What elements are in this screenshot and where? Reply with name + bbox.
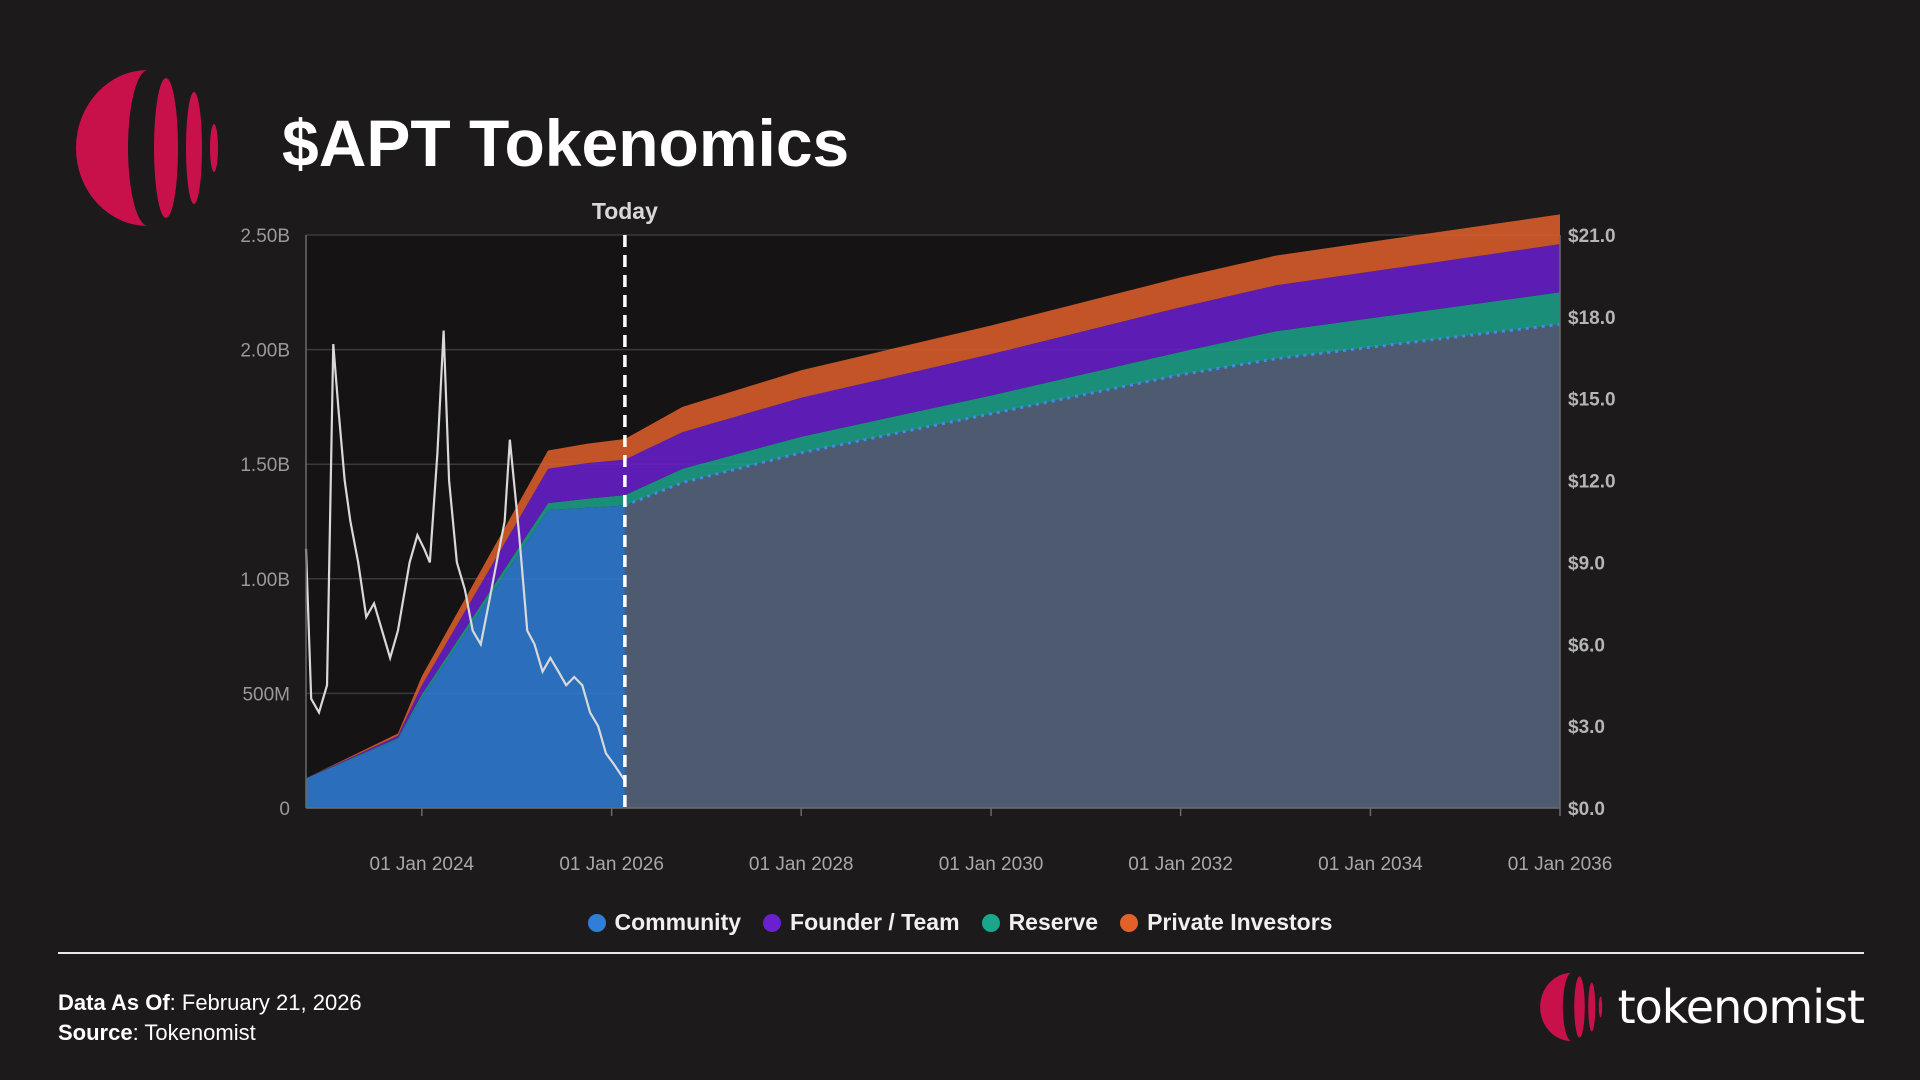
y-right-tick-label: $18.0 — [1568, 308, 1616, 329]
legend-item-founder-team: Founder / Team — [763, 909, 960, 936]
data-as-of: Data As Of: February 21, 2026 — [58, 988, 362, 1018]
tokenomics-chart: tokenomist0500M1.00B1.50B2.00B2.50B$0.0$… — [240, 198, 1616, 875]
legend-dot-private-investors — [1120, 913, 1139, 932]
y-left-tick-label: 1.50B — [240, 455, 290, 476]
source: Source: Tokenomist — [58, 1018, 362, 1048]
chart-svg: tokenomist0500M1.00B1.50B2.00B2.50B$0.0$… — [240, 198, 1616, 875]
y-left-tick-label: 2.00B — [240, 341, 290, 362]
data-as-of-value: : February 21, 2026 — [169, 990, 362, 1015]
page-title: $APT Tokenomics — [282, 106, 850, 180]
y-left-tick-label: 2.50B — [240, 226, 290, 247]
x-tick-label: 01 Jan 2026 — [559, 854, 664, 875]
y-left-tick-label: 1.00B — [240, 570, 290, 591]
x-tick-label: 01 Jan 2034 — [1318, 854, 1423, 875]
community-projection-line — [624, 322, 1561, 507]
legend-dot-reserve — [981, 913, 1000, 932]
source-value: : Tokenomist — [132, 1020, 256, 1045]
x-tick-label: 01 Jan 2036 — [1508, 854, 1613, 875]
legend-label-founder-team: Founder / Team — [790, 909, 960, 935]
y-right-tick-label: $0.0 — [1568, 799, 1605, 820]
footer-divider — [58, 952, 1864, 954]
legend-item-private-investors: Private Investors — [1120, 909, 1332, 936]
price-line — [304, 330, 626, 782]
y-left-tick-label: 500M — [242, 684, 290, 705]
y-right-tick-label: $21.0 — [1568, 226, 1616, 247]
y-right-tick-label: $12.0 — [1568, 472, 1616, 493]
brand-mark: tokenomist — [1534, 972, 1865, 1042]
x-tick-label: 01 Jan 2032 — [1128, 854, 1233, 875]
data-as-of-label: Data As Of — [58, 990, 170, 1015]
y-right-tick-label: $15.0 — [1568, 390, 1616, 411]
tokenomist-small-logo-icon — [1539, 972, 1602, 1042]
tokenomist-logo-icon — [75, 69, 218, 226]
y-left-tick-label: 0 — [279, 799, 290, 820]
chart-legend: Community Founder / Team Reserve Private… — [0, 909, 1920, 936]
x-tick-label: 01 Jan 2030 — [939, 854, 1044, 875]
today-label: Today — [592, 198, 658, 224]
y-right-tick-label: $9.0 — [1568, 553, 1605, 574]
y-right-tick-label: $3.0 — [1568, 717, 1605, 738]
x-tick-label: 01 Jan 2024 — [370, 854, 475, 875]
footer-info: Data As Of: February 21, 2026 Source: To… — [58, 988, 362, 1048]
legend-dot-founder-team — [763, 913, 782, 932]
brand-name: tokenomist — [1617, 980, 1865, 1034]
legend-label-community: Community — [614, 909, 742, 935]
area-founder-team — [306, 244, 1560, 779]
legend-dot-community — [587, 913, 606, 932]
legend-label-private-investors: Private Investors — [1147, 909, 1333, 935]
legend-item-community: Community — [587, 909, 742, 936]
source-label: Source — [58, 1020, 133, 1045]
legend-label-reserve: Reserve — [1008, 909, 1099, 935]
legend-item-reserve: Reserve — [981, 909, 1099, 936]
x-tick-label: 01 Jan 2028 — [749, 854, 854, 875]
community-future-area — [624, 324, 1560, 808]
y-right-tick-label: $6.0 — [1568, 635, 1605, 656]
